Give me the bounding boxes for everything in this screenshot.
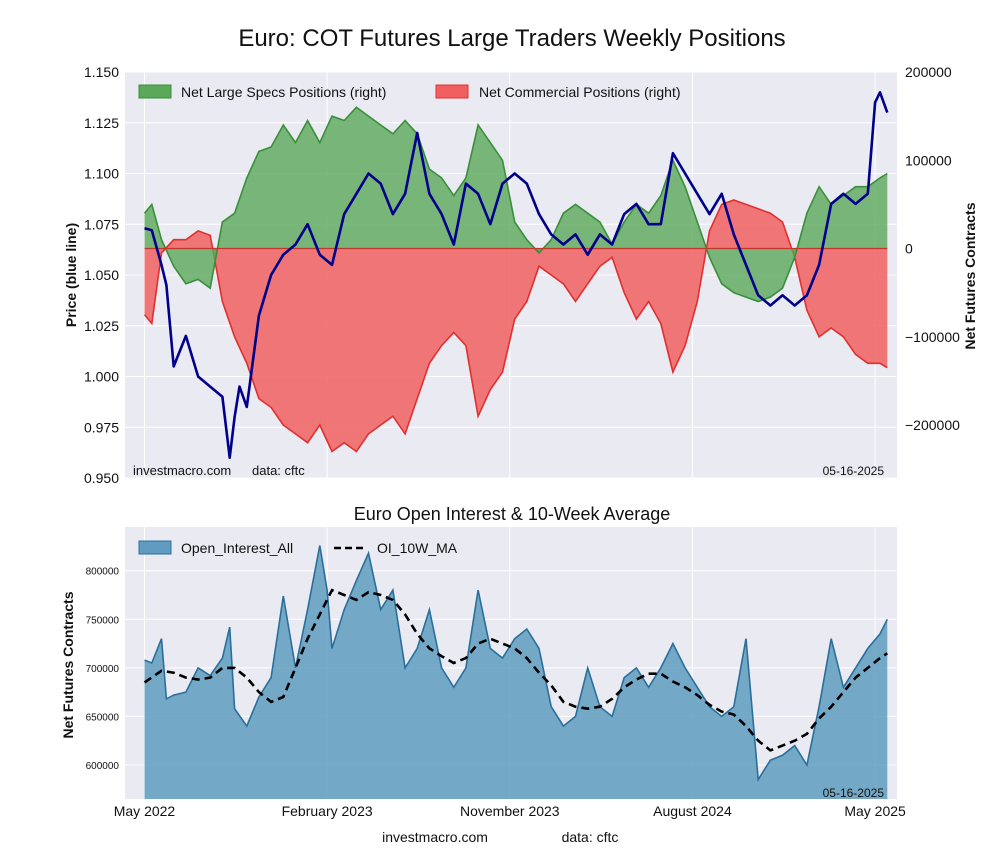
contracts-tick-label: 100000 xyxy=(905,152,952,168)
positions-legend: Net Large Specs Positions (right) Net Co… xyxy=(138,84,681,100)
x-tick-label: November 2023 xyxy=(460,803,560,819)
legend-swatch-specs xyxy=(138,84,172,99)
price-tick-label: 1.150 xyxy=(84,64,119,80)
x-tick-label: May 2022 xyxy=(114,803,176,819)
contracts-axis-label: Net Futures Contracts xyxy=(962,202,978,349)
oi-tick-label: 700000 xyxy=(86,664,120,675)
open-interest-axis-label: Net Futures Contracts xyxy=(60,591,76,738)
price-tick-label: 1.025 xyxy=(84,318,119,334)
legend-swatch-open-interest xyxy=(138,540,172,555)
price-tick-label: 0.975 xyxy=(84,419,119,435)
specs-area xyxy=(144,107,888,302)
oi-tick-label: 600000 xyxy=(86,761,120,772)
legend-label-ma: OI_10W_MA xyxy=(377,540,458,556)
legend-label-specs: Net Large Specs Positions (right) xyxy=(181,84,386,100)
legend-label-open-interest: Open_Interest_All xyxy=(181,540,293,556)
oi-tick-label: 750000 xyxy=(86,615,120,626)
price-tick-label: 1.050 xyxy=(84,267,119,283)
ma-line xyxy=(143,588,889,752)
contracts-tick-label: 200000 xyxy=(905,64,952,80)
positions-panel: 1.150 1.125 1.100 1.075 1.050 1.025 1.000 0.975… xyxy=(63,64,978,486)
x-tick-label: May 2025 xyxy=(844,803,906,819)
specs-line xyxy=(143,106,888,303)
open-interest-x-ticks: May 2022 February 2023 November 2023 August… xyxy=(114,803,906,819)
price-tick-label: 1.000 xyxy=(84,369,119,385)
price-line xyxy=(144,91,889,459)
oi-tick-label: 800000 xyxy=(86,567,120,578)
price-line-group xyxy=(144,91,889,459)
x-tick-label: February 2023 xyxy=(282,803,373,819)
contracts-tick-label: −100000 xyxy=(905,329,960,345)
oi-tick-label: 650000 xyxy=(86,712,120,723)
x-tick-label: August 2024 xyxy=(653,803,732,819)
open-interest-panel: Euro Open Interest & 10-Week Average 800… xyxy=(60,504,906,819)
contracts-tick-label: −200000 xyxy=(905,417,960,433)
contracts-tick-label: 0 xyxy=(905,241,913,257)
open-interest-area xyxy=(144,545,888,799)
open-interest-legend: Open_Interest_All OI_10W_MA xyxy=(138,540,458,556)
positions-date-label: 05-16-2025 xyxy=(823,464,885,478)
price-axis-label: Price (blue line) xyxy=(63,223,79,327)
positions-source-data: data: cftc xyxy=(252,463,305,478)
open-interest-series xyxy=(143,545,889,799)
open-interest-line xyxy=(144,545,889,783)
footer-source: data: cftc xyxy=(562,829,619,845)
commercial-line xyxy=(143,199,888,453)
open-interest-title: Euro Open Interest & 10-Week Average xyxy=(354,504,671,524)
open-interest-date-label: 05-16-2025 xyxy=(823,786,885,800)
price-tick-label: 1.075 xyxy=(84,216,119,232)
contracts-axis-ticks: 200000 100000 0 −100000 −200000 xyxy=(905,64,960,433)
legend-label-commercial: Net Commercial Positions (right) xyxy=(479,84,681,100)
positions-source-site: investmacro.com xyxy=(133,463,231,478)
open-interest-y-ticks: 800000 750000 700000 650000 600000 xyxy=(86,567,120,772)
price-axis-ticks: 1.150 1.125 1.100 1.075 1.050 1.025 1.000 0.975… xyxy=(84,64,119,486)
figure-title: Euro: COT Futures Large Traders Weekly P… xyxy=(238,25,785,52)
footer-site: investmacro.com xyxy=(382,829,488,845)
legend-swatch-commercial xyxy=(435,84,469,99)
price-tick-label: 1.125 xyxy=(84,115,119,131)
price-tick-label: 0.950 xyxy=(84,470,119,486)
price-tick-label: 1.100 xyxy=(84,166,119,182)
